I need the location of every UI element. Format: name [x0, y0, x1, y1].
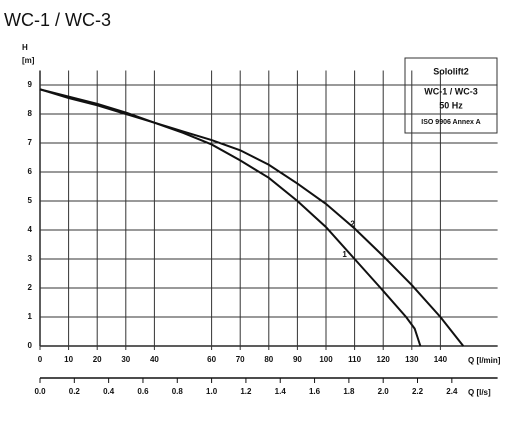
chart-title: WC-1 / WC-3 [4, 10, 111, 30]
info-text: 50 Hz [439, 100, 463, 110]
x-tick-label: 110 [348, 355, 361, 364]
curve [39, 88, 422, 347]
x2-tick-label: 0.6 [137, 387, 149, 396]
y-tick-label: 1 [28, 312, 33, 321]
x2-tick-label: 2.2 [412, 387, 424, 396]
curve-label: 2 [350, 220, 355, 229]
y-tick-label: 7 [28, 138, 33, 147]
x2-tick-label: 1.2 [240, 387, 252, 396]
x-tick-label: 70 [236, 355, 245, 364]
y-tick-label: 0 [28, 341, 33, 350]
x-tick-label: 100 [319, 355, 333, 364]
info-text: WC-1 / WC-3 [424, 86, 478, 96]
x2-axis-label: Q [l/s] [468, 388, 491, 397]
y-tick-label: 2 [28, 283, 33, 292]
x-tick-label: 120 [377, 355, 391, 364]
y-tick-label: 9 [28, 80, 33, 89]
x-tick-label: 80 [264, 355, 273, 364]
y-tick-label: 3 [28, 254, 33, 263]
info-text: Sololift2 [433, 66, 469, 76]
x-tick-label: 140 [434, 355, 448, 364]
info-box [404, 57, 498, 134]
x-tick-label: 60 [207, 355, 216, 364]
x2-tick-label: 2.4 [446, 387, 458, 396]
y-tick-label: 5 [28, 196, 33, 205]
x-tick-label: 90 [293, 355, 302, 364]
y-tick-label: 8 [28, 109, 33, 118]
x2-tick-label: 1.8 [343, 387, 355, 396]
y-tick-label: 4 [28, 225, 33, 234]
x-tick-label: 20 [93, 355, 102, 364]
x2-tick-label: 0.2 [69, 387, 81, 396]
x2-tick-label: 2.0 [378, 387, 390, 396]
x-tick-label: 40 [150, 355, 159, 364]
x-tick-label: 10 [64, 355, 73, 364]
curve-label: 1 [342, 250, 347, 259]
x-tick-label: 30 [121, 355, 130, 364]
x-axis-label: Q [l/min] [468, 356, 501, 365]
x-tick-label: 0 [38, 355, 43, 364]
curve [39, 88, 465, 347]
x2-tick-label: 0.4 [103, 387, 115, 396]
y-tick-label: 6 [28, 167, 33, 176]
y-axis-unit: [m] [22, 56, 35, 65]
x2-tick-label: 0.8 [172, 387, 184, 396]
x2-tick-label: 1.4 [275, 387, 287, 396]
x2-tick-label: 0.0 [34, 387, 46, 396]
y-axis-label: H [22, 43, 28, 52]
x2-tick-label: 1.0 [206, 387, 218, 396]
info-text: ISO 9906 Annex A [421, 119, 480, 126]
x-tick-label: 130 [405, 355, 419, 364]
x2-tick-label: 1.6 [309, 387, 321, 396]
